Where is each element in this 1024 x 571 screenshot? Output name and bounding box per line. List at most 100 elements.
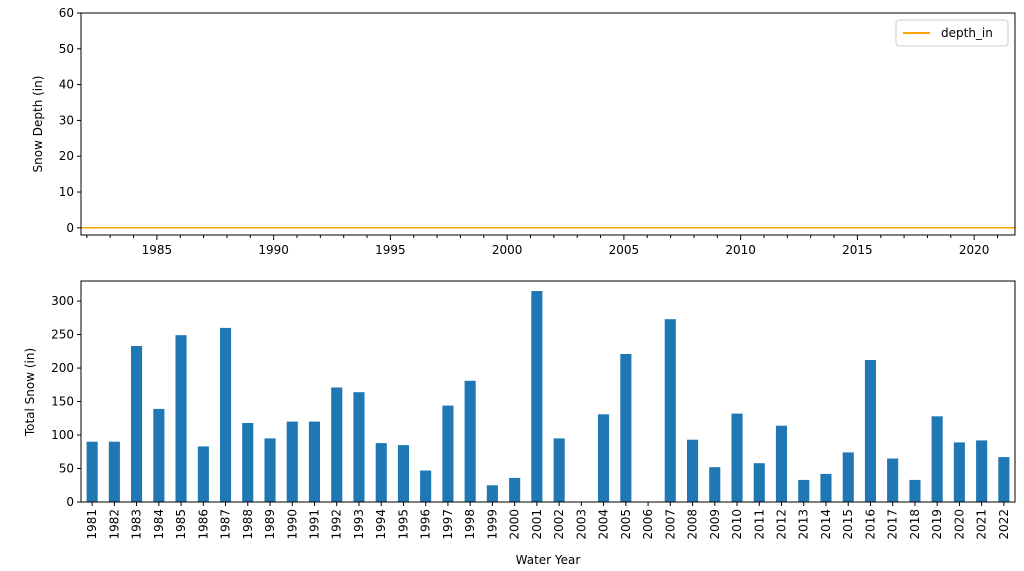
- total-snow-x-tick-label: 1981: [85, 509, 99, 540]
- total-snow-bar-1993: [353, 392, 365, 502]
- total-snow-x-tick-label: 1989: [263, 509, 277, 540]
- total-snow-y-tick-label: 150: [51, 395, 74, 409]
- depth-y-tick-label: 60: [59, 6, 74, 20]
- total-snow-y-tick-label: 300: [51, 294, 74, 308]
- total-snow-x-tick-label: 1982: [107, 509, 121, 540]
- total-snow-x-tick-label: 2015: [841, 509, 855, 540]
- total-snow-x-tick-label: 1986: [196, 509, 210, 540]
- total-snow-bar-2016: [864, 360, 876, 502]
- total-snow-y-tick-label: 200: [51, 361, 74, 375]
- total-snow-y-axis-label: Total Snow (in): [23, 348, 37, 437]
- total-snow-bar-2010: [731, 413, 743, 502]
- total-snow-y-axis: 0 50 100 150 200 250 300: [51, 294, 81, 509]
- total-snow-bar-2020: [953, 442, 965, 502]
- total-snow-y-tick-label: 100: [51, 428, 74, 442]
- legend-entry-depth-in: depth_in: [941, 26, 993, 40]
- total-snow-bar-2017: [887, 458, 899, 502]
- total-snow-bar-2015: [842, 452, 854, 502]
- total-snow-bar-2011: [753, 463, 765, 502]
- total-snow-bar-2018: [909, 479, 921, 502]
- total-snow-x-tick-label: 2009: [708, 509, 722, 540]
- total-snow-y-tick-label: 50: [59, 462, 74, 476]
- total-snow-bar-1983: [131, 346, 143, 502]
- total-snow-x-tick-label: 1988: [241, 509, 255, 540]
- total-snow-x-tick-label: 2002: [552, 509, 566, 540]
- total-snow-bar-1998: [464, 380, 476, 502]
- total-snow-bar-1986: [197, 446, 209, 502]
- depth-x-tick-label: 1985: [142, 243, 173, 257]
- depth-x-tick-label: 1990: [258, 243, 289, 257]
- total-snow-x-tick-label: 1992: [330, 509, 344, 540]
- depth-x-tick-label: 1995: [375, 243, 406, 257]
- total-snow-bar-1995: [397, 445, 409, 502]
- total-snow-x-tick-label: 2021: [975, 509, 989, 540]
- total-snow-x-tick-label: 2017: [886, 509, 900, 540]
- total-snow-bar-2001: [531, 291, 543, 502]
- total-snow-x-axis: 1981 1982 1983 1984 1985 1986 1987 1988 1989 1990…: [85, 502, 1011, 540]
- depth-y-tick-label: 20: [59, 149, 74, 163]
- total-snow-x-tick-label: 2011: [752, 509, 766, 540]
- total-snow-x-tick-label: 1984: [152, 509, 166, 540]
- total-snow-x-tick-label: 1994: [374, 509, 388, 540]
- total-snow-x-tick-label: 2012: [775, 509, 789, 540]
- depth-y-tick-label: 10: [59, 185, 74, 199]
- snow-depth-panel: 0 10 20 30 40 50 60 1985 1990 1995 2000 2005 2010 20…: [31, 6, 1016, 257]
- depth-y-tick-label: 40: [59, 78, 74, 92]
- depth-y-tick-label: 0: [66, 221, 74, 235]
- total-snow-bar-1987: [220, 327, 232, 502]
- depth-x-tick-label: 2005: [609, 243, 640, 257]
- total-snow-x-tick-label: 2019: [930, 509, 944, 540]
- total-snow-x-tick-label: 2005: [619, 509, 633, 540]
- depth-x-tick-label: 2010: [725, 243, 756, 257]
- total-snow-bar-1990: [286, 421, 298, 502]
- depth-y-axis-label: Snow Depth (in): [31, 76, 45, 173]
- total-snow-x-tick-label: 2008: [686, 509, 700, 540]
- total-snow-x-tick-label: 2003: [574, 509, 588, 540]
- total-snow-bar-2005: [620, 354, 632, 502]
- total-snow-x-tick-label: 1999: [485, 509, 499, 540]
- depth-y-tick-label: 30: [59, 113, 74, 127]
- total-snow-bar-2009: [709, 467, 721, 502]
- total-snow-x-tick-label: 2018: [908, 509, 922, 540]
- total-snow-y-tick-label: 250: [51, 328, 74, 342]
- total-snow-bar-1991: [308, 421, 320, 502]
- total-snow-x-tick-label: 2022: [997, 509, 1011, 540]
- total-snow-bar-1992: [331, 387, 343, 502]
- total-snow-bars: [86, 291, 1010, 502]
- total-snow-bar-1984: [153, 408, 165, 502]
- total-snow-bar-1982: [108, 441, 120, 502]
- total-snow-bar-2002: [553, 438, 565, 502]
- depth-y-tick-label: 50: [59, 42, 74, 56]
- total-snow-x-tick-label: 1996: [419, 509, 433, 540]
- total-snow-x-tick-label: 1993: [352, 509, 366, 540]
- total-snow-bar-1997: [442, 405, 454, 502]
- total-snow-x-tick-label: 1990: [285, 509, 299, 540]
- legend-box: [895, 19, 1009, 47]
- depth-y-axis: 0 10 20 30 40 50 60: [59, 6, 81, 235]
- total-snow-bar-2013: [798, 479, 810, 502]
- total-snow-x-tick-label: 1991: [308, 509, 322, 540]
- depth-x-tick-label: 2000: [492, 243, 523, 257]
- total-snow-bar-1985: [175, 335, 187, 502]
- total-snow-x-tick-label: 2013: [797, 509, 811, 540]
- total-snow-bar-2008: [687, 439, 699, 502]
- total-snow-bar-1999: [486, 485, 498, 502]
- total-snow-x-tick-label: 2010: [730, 509, 744, 540]
- total-snow-x-tick-label: 2000: [508, 509, 522, 540]
- total-snow-bar-1989: [264, 438, 276, 502]
- total-snow-plot-frame: [80, 280, 1016, 503]
- total-snow-bar-2000: [509, 477, 521, 502]
- total-snow-bar-2022: [998, 457, 1010, 502]
- total-snow-x-tick-label: 1985: [174, 509, 188, 540]
- depth-legend: depth_in: [895, 19, 1009, 47]
- total-snow-bar-1994: [375, 443, 387, 502]
- depth-x-tick-label: 2015: [842, 243, 873, 257]
- depth-x-axis: 1985 1990 1995 2000 2005 2010 2015 2020: [86, 235, 998, 257]
- total-snow-x-tick-label: 1995: [397, 509, 411, 540]
- total-snow-x-tick-label: 2007: [663, 509, 677, 540]
- total-snow-bar-1988: [242, 423, 254, 502]
- total-snow-bar-2019: [931, 416, 943, 502]
- total-snow-bar-2012: [775, 425, 787, 502]
